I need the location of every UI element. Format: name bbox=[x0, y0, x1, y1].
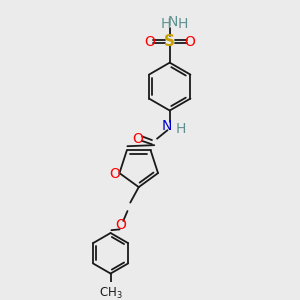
Text: S: S bbox=[164, 34, 175, 49]
Text: H: H bbox=[178, 16, 188, 31]
Text: O: O bbox=[184, 34, 195, 49]
Text: O: O bbox=[115, 218, 126, 232]
Text: H: H bbox=[175, 122, 186, 136]
Text: CH$_3$: CH$_3$ bbox=[99, 286, 122, 300]
Text: O: O bbox=[132, 132, 143, 146]
Text: N: N bbox=[162, 119, 172, 133]
Text: N: N bbox=[168, 15, 178, 29]
Text: O: O bbox=[109, 167, 120, 181]
Text: H: H bbox=[160, 16, 171, 31]
Text: O: O bbox=[144, 34, 155, 49]
